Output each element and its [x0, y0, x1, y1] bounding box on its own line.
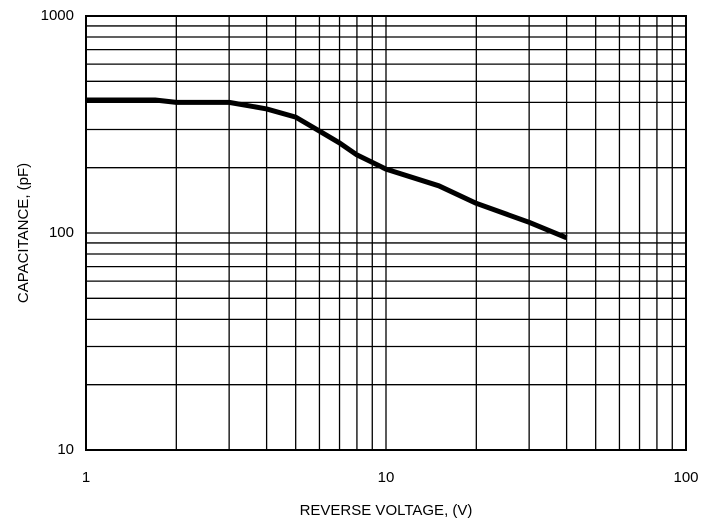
x-axis-title: REVERSE VOLTAGE, (V): [300, 502, 473, 519]
data-line: [86, 97, 568, 241]
y-axis-title: CAPACITANCE, (pF): [15, 163, 32, 303]
y-tick-label: 10: [57, 441, 74, 458]
y-tick-label: 100: [49, 224, 74, 241]
x-tick-label: 100: [673, 469, 698, 486]
y-tick-label: 1000: [41, 7, 74, 24]
x-tick-label: 10: [378, 469, 395, 486]
x-tick-label: 1: [82, 469, 90, 486]
plot-frame: [85, 15, 687, 451]
